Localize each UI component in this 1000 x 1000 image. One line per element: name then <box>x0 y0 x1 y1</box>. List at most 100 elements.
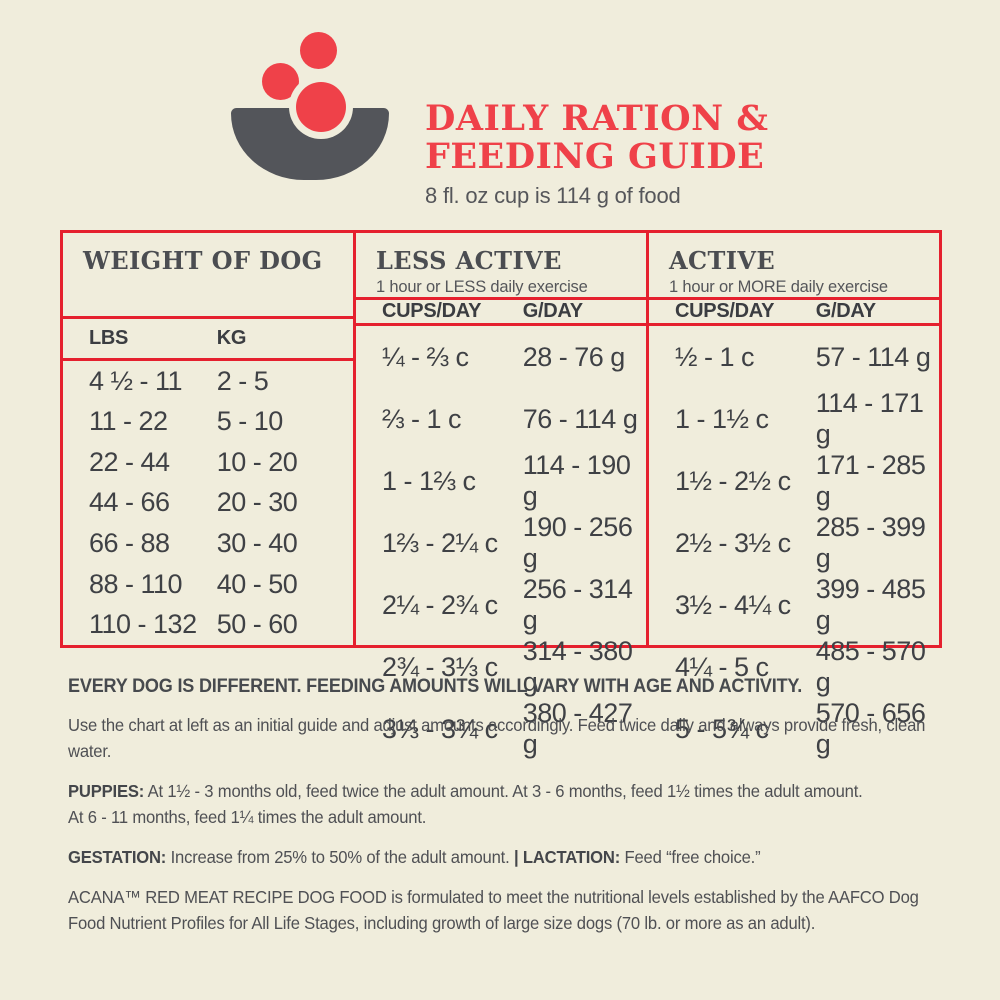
table-cell: 66 - 88 <box>89 528 170 559</box>
column-header-row: LBS KG <box>63 319 353 361</box>
section-title: ACTIVE <box>669 246 776 275</box>
notes-gestation-lactation: GESTATION: Increase from 25% to 50% of t… <box>68 844 942 870</box>
section-header: ACTIVE 1 hour or MORE daily exercise <box>649 233 939 300</box>
table-row: 88 - 110 40 - 50 <box>63 564 353 605</box>
table-cell: 1½ - 2½ c <box>675 465 791 496</box>
table-cell: 44 - 66 <box>89 487 170 518</box>
table-cell: 1⅔ - 2¼ c <box>382 527 498 558</box>
table-row: 110 - 132 50 - 60 <box>63 604 353 645</box>
table-cell: 110 - 132 <box>89 609 197 640</box>
table-row: 1 - 1½ c 114 - 171 g <box>649 388 939 450</box>
column-header-cups-day: CUPS/DAY <box>382 300 482 322</box>
column-header-kg: KG <box>216 327 247 349</box>
table-row: 44 - 66 20 - 30 <box>63 483 353 524</box>
puppies-text-line1: At 1½ - 3 months old, feed twice the adu… <box>147 781 863 801</box>
table-cell: 570 - 656 g <box>815 698 926 759</box>
notes-aafco: ACANA™ RED MEAT RECIPE DOG FOOD is formu… <box>68 887 919 933</box>
table-cell: 40 - 50 <box>216 568 298 599</box>
table-cell: 285 - 399 g <box>815 512 926 573</box>
table-cell: 30 - 40 <box>216 528 298 559</box>
table-cell: 1 - 1⅔ c <box>382 465 476 496</box>
table-cell: 314 - 380 g <box>522 636 633 697</box>
kibble-dot-icon <box>296 82 346 132</box>
page-title: DAILY RATION & FEEDING GUIDE <box>425 100 768 176</box>
table-row: 2¼ - 2¾ c 256 - 314 g <box>356 574 646 636</box>
table-cell: 20 - 30 <box>216 487 298 518</box>
table-cell: 1 - 1½ c <box>675 403 769 434</box>
table-cell: 28 - 76 g <box>522 341 626 372</box>
lactation-label: LACTATION: <box>522 847 621 867</box>
column-header-row: CUPS/DAY G/DAY <box>356 300 646 326</box>
column-header-lbs: LBS <box>89 327 129 349</box>
table-row: 66 - 88 30 - 40 <box>63 523 353 564</box>
section-title: LESS ACTIVE <box>376 246 562 275</box>
table-row: 3⅓ - 3¾ c 380 - 427 g <box>356 698 646 760</box>
section-rows-less-active: ¼ - ⅔ c 28 - 76 g ⅔ - 1 c 76 - 114 g 1 - 1⅔ … <box>356 326 646 760</box>
table-section-weight-of-dog: WEIGHT OF DOG LBS KG 4 ½ - 11 2 - 5 11 - 2… <box>63 233 353 645</box>
table-row: 2¾ - 3⅓ c 314 - 380 g <box>356 636 646 698</box>
page-title-line2: FEEDING GUIDE <box>425 136 765 177</box>
puppies-label: PUPPIES: <box>68 781 145 801</box>
table-cell: 2 - 5 <box>216 365 269 396</box>
table-cell: 4 ½ - 11 <box>89 365 183 396</box>
notes-heading: EVERY DOG IS DIFFERENT. FEEDING AMOUNTS … <box>68 676 803 697</box>
table-cell: ½ - 1 c <box>675 341 755 372</box>
table-cell: 171 - 285 g <box>815 450 926 511</box>
table-row: ⅔ - 1 c 76 - 114 g <box>356 388 646 450</box>
column-header-cups-day: CUPS/DAY <box>675 300 775 322</box>
table-cell: ¼ - ⅔ c <box>382 341 469 372</box>
section-title: WEIGHT OF DOG <box>83 246 323 275</box>
section-subtitle: 1 hour or LESS daily exercise <box>376 278 588 296</box>
table-cell: 57 - 114 g <box>815 341 931 372</box>
gestation-label: GESTATION: <box>68 847 167 867</box>
table-cell: 2½ - 3½ c <box>675 527 791 558</box>
column-header-g-day: G/DAY <box>815 300 876 322</box>
table-cell: 114 - 171 g <box>815 388 924 449</box>
table-row: 4 ½ - 11 2 - 5 <box>63 361 353 402</box>
feeding-table: WEIGHT OF DOG LBS KG 4 ½ - 11 2 - 5 11 - 2… <box>60 230 942 759</box>
table-cell: 256 - 314 g <box>522 574 633 635</box>
column-header-g-day: G/DAY <box>522 300 583 322</box>
bowl-kibble-icon <box>228 30 396 186</box>
table-cell: 5 - 10 <box>216 406 284 437</box>
table-cell: 485 - 570 g <box>815 636 926 697</box>
table-row: 1½ - 2½ c 171 - 285 g <box>649 450 939 512</box>
lactation-text: Feed “free choice.” <box>624 847 761 867</box>
section-header: LESS ACTIVE 1 hour or LESS daily exercis… <box>356 233 646 300</box>
table-row: 1 - 1⅔ c 114 - 190 g <box>356 450 646 512</box>
table-row: 22 - 44 10 - 20 <box>63 442 353 483</box>
table-row: 3½ - 4¼ c 399 - 485 g <box>649 574 939 636</box>
separator: | <box>513 847 519 867</box>
feeding-notes: EVERY DOG IS DIFFERENT. FEEDING AMOUNTS … <box>68 676 942 950</box>
table-row: 2½ - 3½ c 285 - 399 g <box>649 512 939 574</box>
table-row: 4¼ - 5 c 485 - 570 g <box>649 636 939 698</box>
table-row: 1⅔ - 2¼ c 190 - 256 g <box>356 512 646 574</box>
section-header: WEIGHT OF DOG <box>63 233 353 319</box>
gestation-text: Increase from 25% to 50% of the adult am… <box>170 847 510 867</box>
section-subtitle <box>83 278 353 297</box>
notes-intro: Use the chart at left as an initial guid… <box>68 715 926 761</box>
table-cell: 380 - 427 g <box>522 698 633 759</box>
table-cell: 88 - 110 <box>89 568 183 599</box>
table-cell: 11 - 22 <box>89 406 168 437</box>
notes-puppies: PUPPIES: At 1½ - 3 months old, feed twic… <box>68 778 942 830</box>
table-cell: 2¾ - 3⅓ c <box>382 651 498 682</box>
column-header-row: CUPS/DAY G/DAY <box>649 300 939 326</box>
table-cell: ⅔ - 1 c <box>382 403 462 434</box>
table-cell: 114 - 190 g <box>522 450 631 511</box>
table-cell: 3⅓ - 3¾ c <box>382 713 498 744</box>
table-cell: 3½ - 4¼ c <box>675 589 791 620</box>
table-cell: 10 - 20 <box>216 446 298 477</box>
table-section-active: ACTIVE 1 hour or MORE daily exercise CUP… <box>646 233 939 759</box>
page-title-line1: DAILY RATION & <box>425 98 769 139</box>
table-row: 11 - 22 5 - 10 <box>63 402 353 443</box>
table-cell: 50 - 60 <box>216 609 298 640</box>
kibble-dot-icon <box>300 32 337 69</box>
table-cell: 4¼ - 5 c <box>675 651 769 682</box>
table-cell: 76 - 114 g <box>522 403 638 434</box>
title-block: DAILY RATION & FEEDING GUIDE 8 fl. oz cup… <box>425 100 768 209</box>
table-row: 5 - 5¾ c 570 - 656 g <box>649 698 939 760</box>
puppies-text-line2: At 6 - 11 months, feed 1¼ times the adul… <box>68 807 427 827</box>
table-cell: 22 - 44 <box>89 446 170 477</box>
